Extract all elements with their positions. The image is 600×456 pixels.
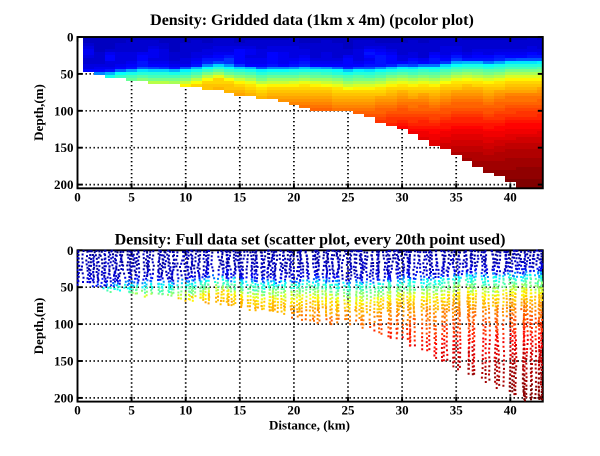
svg-text:20: 20 bbox=[287, 190, 300, 205]
svg-text:200: 200 bbox=[54, 177, 74, 192]
svg-text:15: 15 bbox=[233, 403, 247, 418]
svg-text:50: 50 bbox=[61, 66, 74, 81]
svg-text:10: 10 bbox=[179, 403, 192, 418]
svg-text:30: 30 bbox=[396, 190, 409, 205]
svg-text:15: 15 bbox=[233, 190, 247, 205]
svg-text:0: 0 bbox=[67, 243, 74, 258]
svg-text:Depth,(m): Depth,(m) bbox=[31, 84, 46, 141]
svg-text:50: 50 bbox=[61, 280, 74, 295]
svg-text:0: 0 bbox=[74, 190, 81, 205]
svg-text:5: 5 bbox=[128, 190, 135, 205]
svg-text:100: 100 bbox=[54, 103, 74, 118]
svg-text:Depth,(m): Depth,(m) bbox=[31, 298, 46, 355]
svg-text:25: 25 bbox=[342, 190, 356, 205]
svg-text:150: 150 bbox=[54, 140, 74, 155]
svg-text:20: 20 bbox=[287, 403, 300, 418]
svg-text:Density: Gridded data (1km x 4: Density: Gridded data (1km x 4m) (pcolor… bbox=[150, 12, 474, 29]
svg-text:25: 25 bbox=[342, 403, 356, 418]
svg-text:0: 0 bbox=[67, 30, 74, 45]
svg-text:200: 200 bbox=[54, 390, 74, 405]
svg-text:150: 150 bbox=[54, 354, 74, 369]
svg-text:35: 35 bbox=[450, 403, 464, 418]
svg-text:30: 30 bbox=[396, 403, 409, 418]
svg-text:5: 5 bbox=[128, 403, 135, 418]
svg-text:35: 35 bbox=[450, 190, 464, 205]
svg-text:0: 0 bbox=[74, 403, 81, 418]
svg-text:40: 40 bbox=[504, 190, 517, 205]
svg-text:10: 10 bbox=[179, 190, 192, 205]
svg-text:Distance, (km): Distance, (km) bbox=[269, 418, 350, 433]
svg-text:40: 40 bbox=[504, 403, 517, 418]
svg-text:100: 100 bbox=[54, 317, 74, 332]
svg-text:Density: Full data set (scatte: Density: Full data set (scatter plot, ev… bbox=[115, 232, 506, 249]
